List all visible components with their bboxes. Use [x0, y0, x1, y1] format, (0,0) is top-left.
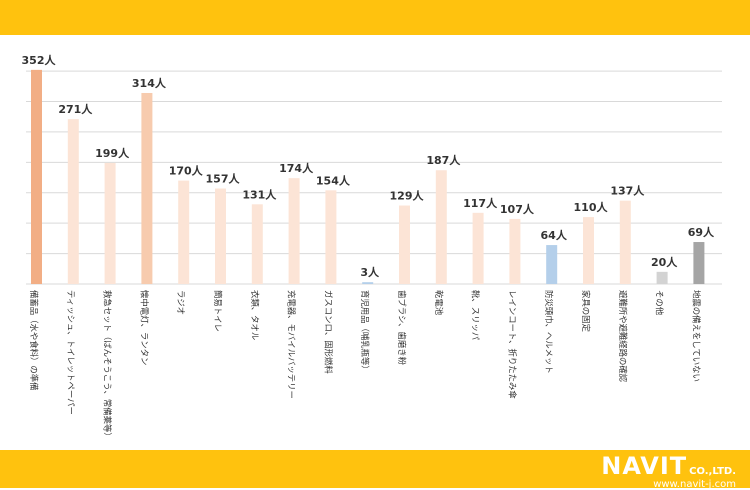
data-label: 170人 — [169, 164, 204, 178]
category-label: ティッシュ、トイレットペーパー — [66, 290, 76, 415]
data-label: 20人 — [651, 255, 678, 269]
bar — [67, 119, 79, 285]
data-label: 129人 — [390, 189, 425, 203]
bar — [104, 162, 116, 284]
bar — [141, 92, 153, 284]
bar — [509, 218, 521, 284]
bars — [31, 69, 705, 285]
data-label: 64人 — [541, 228, 568, 242]
bar — [325, 190, 337, 284]
bar — [656, 271, 668, 284]
top-band — [0, 0, 750, 35]
bar — [215, 188, 226, 284]
category-label: 育児用品（哺乳瓶等） — [360, 290, 370, 374]
data-label: 174人 — [279, 161, 314, 175]
bar — [399, 205, 410, 284]
category-label: その他 — [655, 290, 665, 316]
data-label: 199人 — [95, 146, 130, 160]
category-label: 防災頭巾、ヘルメット — [544, 290, 554, 374]
category-label: 靴、スリッパ — [471, 290, 481, 341]
category-label: 救急セット（ばんそうこう、常備薬等） — [103, 290, 113, 441]
category-label: 歯ブラシ、歯磨き粉 — [397, 290, 407, 366]
category-label: 家具の固定 — [581, 290, 591, 332]
bar — [435, 170, 447, 284]
data-label: 271人 — [58, 102, 93, 116]
category-label: 乾電池 — [434, 290, 444, 316]
data-label: 314人 — [132, 76, 167, 90]
category-label: 懐中電灯、ランタン — [139, 290, 149, 365]
bar — [362, 282, 374, 284]
category-label: レインコート、折りたたみ傘 — [507, 290, 517, 399]
bar — [472, 212, 484, 284]
category-label: 衣類、タオル — [250, 290, 260, 340]
category-label: 地震の備えをしていない — [691, 290, 701, 382]
gridlines — [26, 70, 722, 285]
category-label: 充電器、モバイルバッテリー — [287, 290, 297, 399]
data-label: 110人 — [574, 200, 609, 214]
data-label: 154人 — [316, 173, 351, 187]
data-label: 117人 — [463, 196, 498, 210]
company-logo: NAVIT CO.,LTD. www.navit-j.com — [601, 454, 736, 490]
category-label: ラジオ — [176, 290, 186, 315]
bar — [288, 178, 300, 284]
bar — [583, 217, 594, 284]
category-label: 簡易トイレ — [213, 290, 223, 332]
bottom-band — [0, 450, 750, 488]
bar — [251, 204, 263, 284]
data-label: 69人 — [688, 225, 715, 239]
bar — [693, 242, 705, 284]
data-label: 3人 — [360, 265, 380, 279]
bar — [31, 69, 42, 284]
data-label: 107人 — [500, 202, 535, 216]
category-label: 備蓄品（水や食料）の準備 — [29, 290, 39, 391]
data-label: 131人 — [242, 187, 277, 201]
category-label: ガスコンロ、固形燃料 — [323, 290, 333, 374]
logo-company: CO.,LTD. — [689, 466, 736, 477]
data-label: 352人 — [22, 53, 57, 67]
logo-brand: NAVIT — [601, 452, 688, 480]
category-label: 避難所や避難経路の確認 — [618, 290, 628, 383]
data-label: 157人 — [206, 171, 241, 185]
bar — [546, 245, 558, 284]
logo-url: www.navit-j.com — [653, 479, 736, 490]
bar — [178, 180, 190, 284]
data-label: 187人 — [426, 153, 461, 167]
category-labels: 備蓄品（水や食料）の準備 ティッシュ、トイレットペーパー 救急セット（ばんそうこう、… — [29, 290, 701, 441]
bar — [619, 200, 631, 284]
data-label: 137人 — [610, 184, 645, 198]
